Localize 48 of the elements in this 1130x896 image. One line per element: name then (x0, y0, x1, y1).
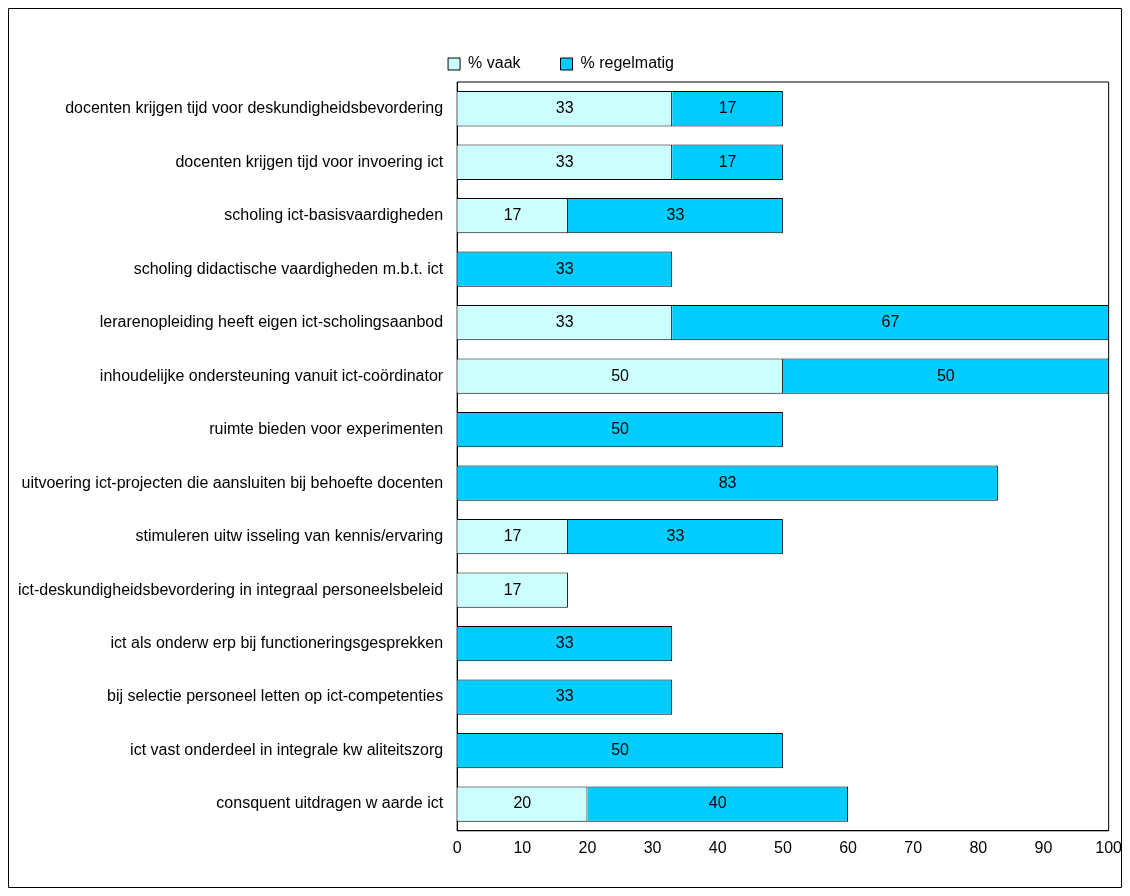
data-label: 17 (503, 580, 522, 598)
data-label: 33 (555, 152, 574, 170)
x-tick-label: 10 (513, 838, 532, 856)
y-tick-label: ict als onderw erp bij functioneringsgesprekken (110, 634, 444, 652)
data-label: 33 (555, 99, 574, 117)
data-label: 67 (881, 313, 900, 331)
data-label: 50 (936, 366, 955, 384)
y-tick-label: scholing didactische vaardigheden m.b.t. ict (133, 259, 444, 277)
x-tick-label: 100 (1095, 838, 1123, 856)
x-tick-label: 20 (578, 838, 597, 856)
data-label: 33 (666, 206, 685, 224)
data-label: 33 (666, 527, 685, 545)
y-tick-label: lerarenopleiding heeft eigen ict-scholingsaanbod (99, 313, 444, 331)
y-tick-label: ruimte bieden voor experimenten (209, 420, 444, 438)
y-tick-label: docenten krijgen tijd voor deskundigheidsbevordering (65, 99, 444, 117)
data-label: 50 (611, 420, 630, 438)
y-tick-label: uitvoering ict-projecten die aansluiten bij behoefte docenten (21, 473, 444, 491)
x-tick-label: 70 (904, 838, 923, 856)
x-tick-label: 50 (774, 838, 792, 856)
y-tick-label: docenten krijgen tijd voor invoering ict (175, 152, 444, 170)
y-tick-label: stimuleren uitw isseling van kennis/ervaring (135, 527, 444, 545)
data-label: 20 (513, 794, 532, 812)
x-tick-label: 80 (969, 838, 988, 856)
y-tick-label: ict-deskundigheidsbevordering in integraal personeelsbeleid (17, 580, 444, 598)
y-tick-label: ict vast onderdeel in integrale kw aliteitszorg (130, 740, 444, 758)
data-label: 33 (555, 259, 574, 277)
x-tick-label: 40 (708, 838, 727, 856)
y-tick-label: scholing ict-basisvaardigheden (224, 206, 444, 224)
x-tick-label: 90 (1034, 838, 1053, 856)
y-tick-label: consquent uitdragen w aarde ict (216, 794, 444, 812)
x-tick-label: 30 (643, 838, 662, 856)
data-label: 33 (555, 687, 574, 705)
x-tick-label: 60 (839, 838, 858, 856)
data-label: 17 (718, 152, 737, 170)
y-tick-label: bij selectie personeel letten op ict-competenties (106, 687, 444, 705)
data-label: 50 (611, 740, 630, 758)
data-label: 40 (708, 794, 727, 812)
data-label: 17 (503, 527, 522, 545)
legend-label: % vaak (468, 54, 522, 72)
y-tick-label: inhoudelijke ondersteuning vanuit ict-coördinator (99, 366, 444, 384)
data-label: 83 (718, 473, 737, 491)
data-label: 17 (718, 99, 737, 117)
data-label: 17 (503, 206, 522, 224)
data-label: 33 (555, 634, 574, 652)
data-label: 33 (555, 313, 574, 331)
legend-label: % regelmatig (580, 54, 674, 72)
x-tick-label: 0 (452, 838, 462, 856)
data-label: 50 (611, 366, 630, 384)
